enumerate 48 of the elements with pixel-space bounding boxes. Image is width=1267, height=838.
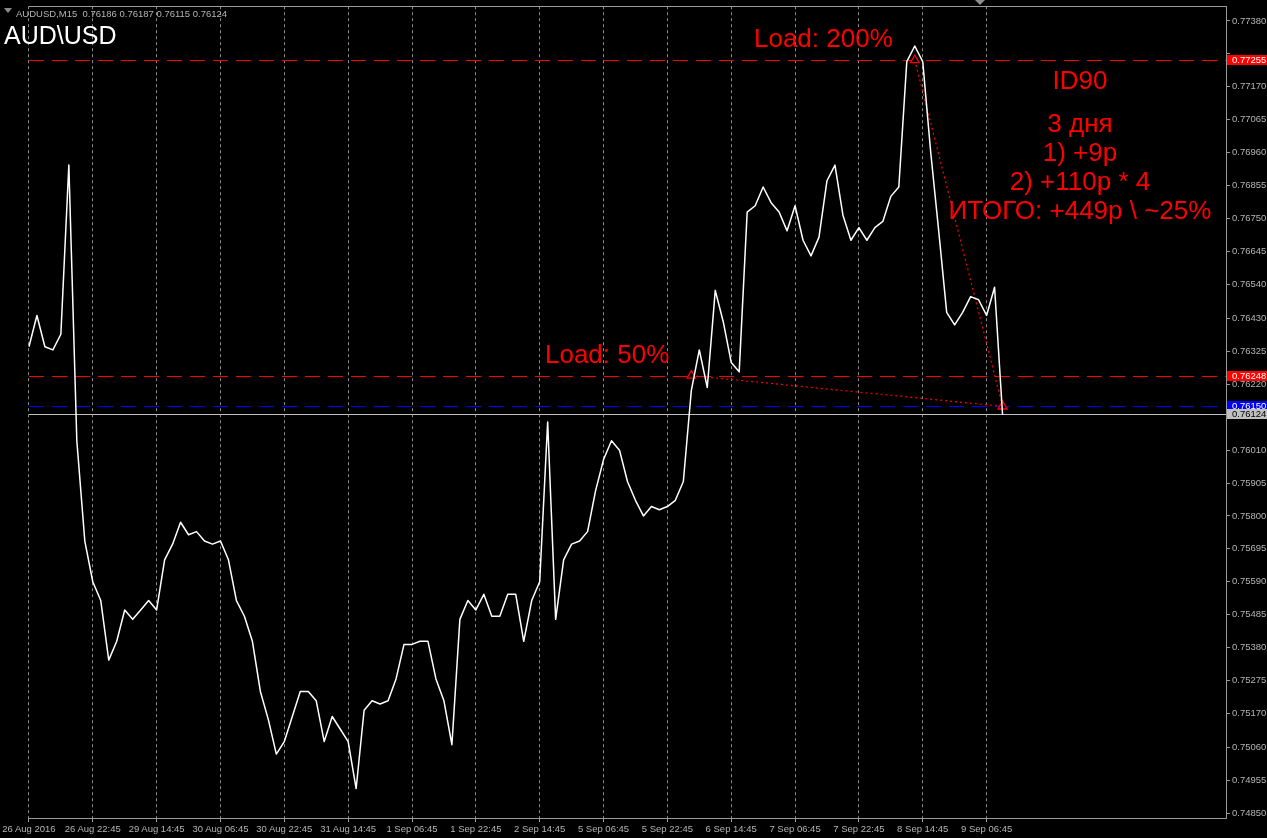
annotation: 2) +110р * 4 [1009,166,1151,197]
ref-line-label: 0.77255 [1232,54,1267,66]
x-tick-label: 26 Aug 22:45 [64,823,121,835]
x-tick-label: 7 Sep 06:45 [769,823,821,835]
y-tick-label: 0.76855 [1232,179,1267,191]
x-tick-label: 30 Aug 06:45 [192,823,249,835]
y-tick-label: 0.76960 [1232,146,1267,158]
y-tick-label: 0.76540 [1232,277,1267,289]
y-tick-label: 0.76645 [1232,244,1267,256]
annotation: 3 дня [1047,108,1113,139]
x-tick-label: 31 Aug 14:45 [320,823,377,835]
series-label: Load: 50% [544,338,670,369]
annotation: ID90 [1052,65,1108,96]
x-tick-label: 1 Sep 22:45 [450,823,502,835]
x-tick-label: 29 Aug 14:45 [128,823,185,835]
x-tick-label: 1 Sep 06:45 [386,823,438,835]
y-tick-label: 0.75170 [1232,706,1267,718]
y-tick-label: 0.75905 [1232,476,1267,488]
y-tick-label: 0.75485 [1232,608,1267,620]
y-tick-label: 0.75695 [1232,542,1267,554]
x-tick-label: 7 Sep 22:45 [833,823,885,835]
x-tick-label: 9 Sep 06:45 [960,823,1013,835]
y-tick-label: 0.76010 [1232,443,1267,455]
y-tick-label: 0.76325 [1232,345,1267,357]
x-tick-label: 26 Aug 2016 [2,823,56,835]
y-tick-label: 0.75380 [1232,641,1267,653]
y-tick-label: 0.75275 [1232,674,1267,686]
x-tick-label: 8 Sep 14:45 [897,823,949,835]
y-tick-label: 0.77065 [1232,113,1267,125]
y-tick-label: 0.76430 [1232,312,1267,324]
y-tick-label: 0.77170 [1232,80,1267,92]
x-tick-label: 2 Sep 14:45 [514,823,566,835]
y-tick-label: 0.77380 [1232,14,1267,26]
x-tick-label: 5 Sep 22:45 [641,823,693,835]
annotation: 1) +9р [1042,137,1118,168]
y-tick-label: 0.76750 [1232,211,1267,223]
y-tick-label: 0.74850 [1232,807,1267,819]
y-tick-label: 0.75060 [1232,741,1267,753]
annotation: ИТОГО: +449р \ ~25% [948,195,1212,226]
y-tick-label: 0.75800 [1232,509,1267,521]
y-tick-label: 0.74955 [1232,774,1267,786]
series-label: Load: 200% [753,23,893,54]
x-tick-label: 5 Sep 06:45 [577,823,630,835]
y-tick-label: 0.75590 [1232,575,1267,587]
text: AUD\USD [4,21,117,49]
x-tick-label: 6 Sep 14:45 [705,823,757,835]
x-tick-label: 30 Aug 22:45 [256,823,313,835]
chart-subtitle: AUDUSD,M15 0.76186 0.76187 0.76115 0.76124 [16,7,228,19]
